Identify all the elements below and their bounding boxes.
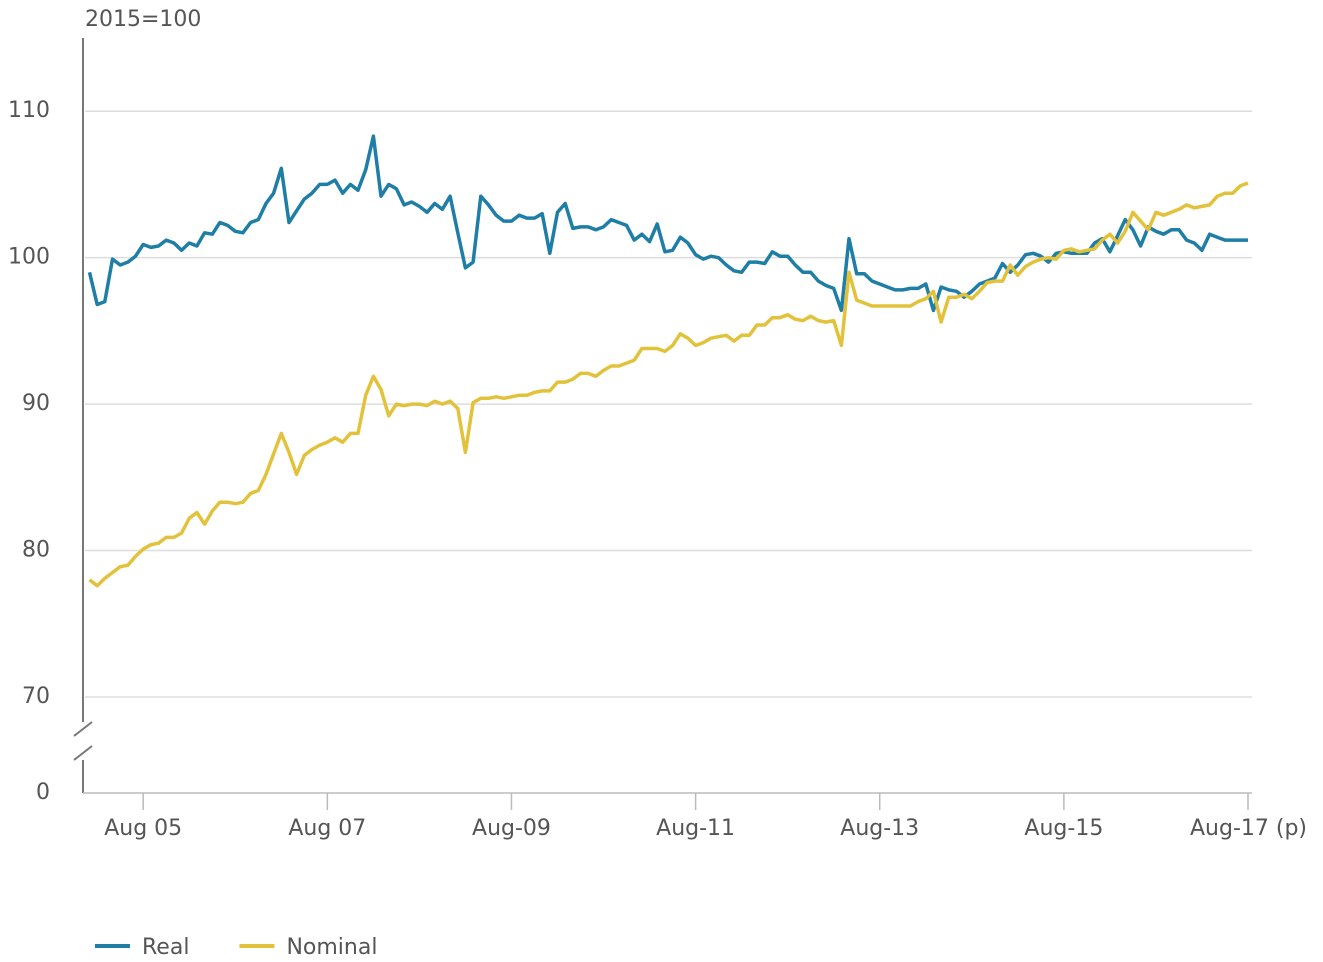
x-tick-label: Aug 07 bbox=[288, 816, 366, 841]
axis-break bbox=[73, 721, 93, 737]
x-tick-label: Aug-13 bbox=[840, 816, 919, 841]
legend-label: Real bbox=[142, 935, 189, 960]
y-tick-label: 0 bbox=[36, 780, 50, 805]
series-line bbox=[87, 134, 1248, 313]
y-tick-label: 100 bbox=[8, 245, 50, 270]
x-tick-label: Aug-15 bbox=[1024, 816, 1103, 841]
y-tick-label: 70 bbox=[22, 684, 50, 709]
y-tick-label: 110 bbox=[8, 98, 50, 123]
x-tick-label: Aug 05 bbox=[104, 816, 182, 841]
legend-label: Nominal bbox=[286, 935, 377, 960]
x-tick-label: Aug-11 bbox=[656, 816, 735, 841]
axis-break bbox=[73, 745, 93, 761]
series-line bbox=[88, 181, 1249, 588]
y-tick-label: 90 bbox=[22, 391, 50, 416]
x-tick-label: Aug-09 bbox=[472, 816, 551, 841]
y-tick-label: 80 bbox=[22, 538, 50, 563]
x-tick-label: Aug-17 (p) bbox=[1190, 816, 1307, 841]
y-axis-label: 2015=100 bbox=[85, 7, 201, 32]
